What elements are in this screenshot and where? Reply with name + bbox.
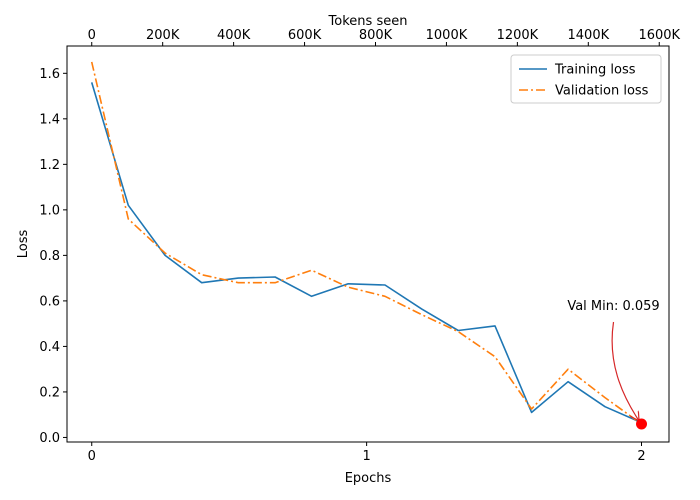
top-axis-label: Tokens seen <box>328 14 408 29</box>
y-tick-label: 0.6 <box>39 294 60 309</box>
top-tick-label: 1600K <box>638 28 680 43</box>
top-tick-label: 1400K <box>568 28 610 43</box>
top-tick-label: 600K <box>288 28 322 43</box>
legend-label-validation-loss: Validation loss <box>555 84 649 99</box>
legend: Training loss Validation loss <box>510 54 662 104</box>
top-tick-label: 200K <box>146 28 180 43</box>
x-axis-label: Epochs <box>345 471 392 486</box>
legend-label-training-loss: Training loss <box>554 63 636 78</box>
annotation-arrow <box>611 321 638 420</box>
series-line-validation-loss <box>90 61 642 425</box>
x-tick-label: 1 <box>362 449 370 464</box>
annotation-group: Val Min: 0.059 <box>567 299 660 430</box>
x-tick-label: 0 <box>88 449 96 464</box>
y-tick-label: 1.2 <box>39 158 60 173</box>
top-tick-label: 800K <box>359 28 393 43</box>
top-tick-label: 0 <box>88 28 96 43</box>
y-axis-label: Loss <box>16 230 31 259</box>
val-min-marker <box>636 418 648 430</box>
y-tick-label: 0.8 <box>39 249 60 264</box>
series-group <box>90 61 642 425</box>
top-tick-label: 400K <box>217 28 251 43</box>
annotation-label: Val Min: 0.059 <box>567 299 659 314</box>
plot-frame <box>66 45 670 443</box>
y-tick-label: 1.6 <box>39 67 60 82</box>
legend-box <box>510 54 662 104</box>
axes-group: 0 1 2 0.0 0.2 0.4 0.6 0.8 1.0 1.2 1.4 1.6 0 200K 400K 6… <box>16 14 681 486</box>
top-tick-label: 1000K <box>426 28 468 43</box>
y-tick-label: 0.2 <box>39 385 60 400</box>
x-tick-label: 2 <box>637 449 645 464</box>
series-line-training-loss <box>90 82 642 424</box>
y-tick-label: 0.0 <box>39 431 60 446</box>
y-tick-label: 0.4 <box>39 340 60 355</box>
y-tick-label: 1.4 <box>39 112 60 127</box>
y-tick-label: 1.0 <box>39 203 60 218</box>
top-tick-label: 1200K <box>497 28 539 43</box>
